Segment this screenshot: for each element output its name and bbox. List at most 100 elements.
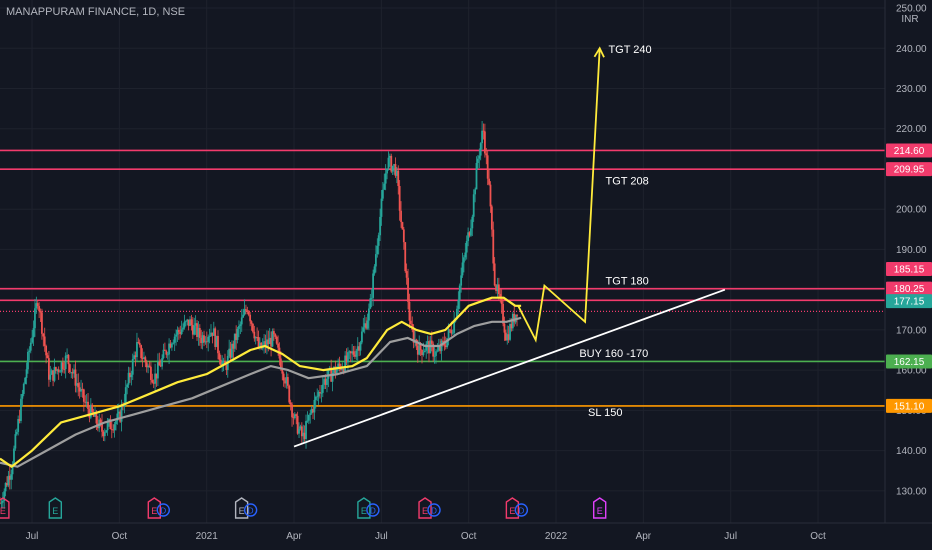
candle-body <box>331 372 334 382</box>
candle-body <box>493 263 496 286</box>
candle-body <box>289 402 292 405</box>
candle-body <box>17 419 20 432</box>
candle-body <box>177 329 180 332</box>
candle-body <box>89 404 92 418</box>
candle-body <box>3 491 6 501</box>
horizontal-levels <box>0 149 885 407</box>
candle-body <box>63 369 66 370</box>
x-tick-label: Apr <box>636 531 652 542</box>
candle-body <box>354 354 356 357</box>
candle-body <box>81 389 84 390</box>
candle-body <box>374 254 377 267</box>
candle-body <box>163 349 166 351</box>
candle-body <box>95 411 98 424</box>
candle-body <box>334 366 337 374</box>
candle-body <box>186 319 189 322</box>
candle-body <box>404 242 407 272</box>
earnings-marker-label: E <box>0 506 6 516</box>
candle-body <box>471 216 474 229</box>
candle-body <box>456 308 458 320</box>
candle-body <box>316 396 319 398</box>
x-tick-label: 2022 <box>545 531 568 542</box>
candle-body <box>475 162 478 190</box>
level-tag-label: 162.15 <box>894 357 925 368</box>
candle-body <box>288 385 291 403</box>
price-tag-label: 177.15 <box>894 297 925 308</box>
candle-body <box>21 393 24 399</box>
candle-body <box>492 229 495 264</box>
earnings-marker-label: E <box>422 506 428 516</box>
candle-body <box>395 170 398 176</box>
earnings-marker-label: E <box>597 506 603 516</box>
candle-body <box>355 350 358 357</box>
candle-body <box>444 345 447 348</box>
candle-body <box>317 392 320 397</box>
candle-body <box>302 432 305 437</box>
candle-body <box>151 379 154 383</box>
candle-body <box>103 432 106 437</box>
moving-averages <box>0 296 522 468</box>
candle-body <box>433 355 436 357</box>
candle-body <box>15 431 18 435</box>
candle-body <box>67 354 70 365</box>
dividend-marker <box>366 503 380 517</box>
candle-body <box>326 378 328 385</box>
earnings-marker-label: E <box>509 506 515 516</box>
candle-body <box>102 431 105 437</box>
candle-body <box>314 396 317 400</box>
candle-body <box>267 339 270 345</box>
candle-body <box>207 336 210 342</box>
candle-body <box>11 465 14 475</box>
candle-body <box>43 336 46 346</box>
candle-body <box>187 319 190 326</box>
candle-body <box>337 363 340 369</box>
candle-body <box>91 404 94 413</box>
candle-body <box>506 334 509 341</box>
candle-body <box>35 303 38 309</box>
candle-body <box>152 382 155 384</box>
candle-body <box>116 413 119 421</box>
candle-body <box>75 383 78 386</box>
candle-body <box>254 337 257 339</box>
candle-body <box>157 361 159 379</box>
candle-body <box>402 229 405 243</box>
time-axis[interactable]: Jul Oct 2021 Apr Jul Oct 2022 Apr Jul Oct <box>26 531 826 542</box>
candle-body <box>351 351 354 354</box>
candle-body <box>380 198 383 217</box>
candle-body <box>379 216 381 236</box>
drawings <box>293 46 726 448</box>
candle-body <box>214 328 217 347</box>
candle-body <box>305 421 307 439</box>
candle-body <box>436 350 439 352</box>
y-tick-label: 170.00 <box>896 325 927 336</box>
candle-body <box>345 355 348 363</box>
candle-body <box>497 284 500 295</box>
x-tick-label: Oct <box>461 531 477 542</box>
dividend-marker-label: D <box>370 507 376 516</box>
x-tick-label: 2021 <box>196 531 219 542</box>
candle-body <box>366 320 369 329</box>
candle-body <box>80 389 82 392</box>
candle-body <box>133 355 136 359</box>
dividend-marker-label: D <box>248 507 254 516</box>
candle-body <box>398 185 401 211</box>
candle-body <box>143 357 145 359</box>
candle-body <box>439 346 442 352</box>
candle-body <box>335 368 338 374</box>
candle-body <box>483 131 486 154</box>
candle-body <box>390 155 393 172</box>
candle-body <box>238 325 240 329</box>
candle-body <box>470 228 472 236</box>
candle-body <box>54 367 57 371</box>
ema-long-line <box>0 316 522 468</box>
candle-body <box>140 345 143 359</box>
candle-body <box>232 343 235 349</box>
candle-body <box>447 329 450 339</box>
candle-body <box>516 314 518 317</box>
candle-body <box>252 323 254 332</box>
candle-body <box>449 329 451 331</box>
y-tick-label: 250.00 <box>896 4 927 15</box>
candle-body <box>408 301 411 321</box>
candle-body <box>384 173 387 184</box>
